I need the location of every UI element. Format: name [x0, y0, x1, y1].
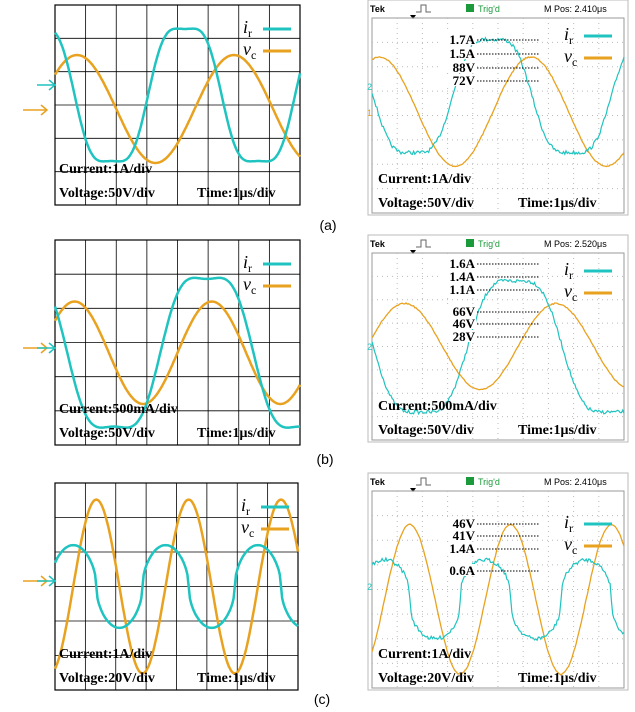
current-scale: Current:500mA/div: [59, 402, 178, 417]
time-scale: Time:1μs/div: [197, 671, 275, 686]
legend-subscript: c: [572, 290, 577, 304]
trigger-status: Trig'd: [478, 4, 500, 14]
channel-marker: 2: [367, 82, 372, 92]
legend-subscript: r: [248, 26, 252, 40]
time-scale: Time:1μs/div: [197, 186, 275, 201]
legend-subscript: r: [246, 504, 250, 518]
scope-brand: Tek: [370, 477, 386, 487]
scope-position: M Pos: 2.410μs: [544, 4, 607, 14]
teal-arrow: [37, 343, 55, 353]
legend-subscript: c: [572, 543, 577, 557]
voltage-scale: Voltage:20V/div: [378, 671, 474, 686]
time-scale: Time:1μs/div: [518, 423, 596, 438]
panel-label: (c): [314, 691, 330, 707]
legend-symbol: v: [241, 517, 249, 537]
reading-label: 28V: [453, 329, 476, 344]
legend-subscript: r: [569, 268, 573, 282]
scope-panel: TekTrig'dM Pos: 2.410μs246V41V1.4A0.6Air…: [367, 473, 628, 690]
current-scale: Current:1A/div: [59, 647, 152, 662]
legend-symbol: v: [243, 274, 251, 294]
legend-symbol: v: [564, 534, 572, 554]
trigger-status: Trig'd: [478, 477, 500, 487]
current-scale: Current:1A/div: [59, 162, 152, 177]
channel-marker: 2: [367, 342, 372, 352]
scope-position: M Pos: 2.410μs: [544, 477, 607, 487]
legend-subscript: r: [248, 261, 252, 275]
current-scale: Current:1A/div: [378, 647, 471, 662]
channel-marker: 1: [367, 108, 372, 118]
legend-subscript: c: [251, 283, 256, 297]
teal-arrow: [37, 80, 55, 90]
voltage-scale: Voltage:20V/div: [59, 671, 155, 686]
reading-label: 1.5A: [449, 46, 475, 61]
legend-symbol: v: [243, 39, 251, 59]
scope-brand: Tek: [370, 239, 386, 249]
legend-subscript: c: [572, 55, 577, 69]
time-scale: Time:1μs/div: [518, 196, 596, 211]
legend-subscript: c: [251, 48, 256, 62]
legend-symbol: v: [564, 46, 572, 66]
scope-brand: Tek: [370, 4, 386, 14]
panel-label: (a): [319, 217, 336, 233]
legend-subscript: r: [569, 33, 573, 47]
figure: irvcCurrent:1A/divVoltage:50V/divTime:1μ…: [0, 0, 635, 712]
legend-subscript: c: [249, 526, 254, 540]
orange-arrow: [23, 105, 47, 115]
voltage-scale: Voltage:50V/div: [378, 423, 474, 438]
reading-label: 1.7A: [449, 32, 475, 47]
voltage-scale: Voltage:50V/div: [59, 186, 155, 201]
reading-label: 72V: [453, 73, 476, 88]
reading-label: 1.1A: [449, 282, 475, 297]
current-scale: Current:1A/div: [378, 172, 471, 187]
current-scale: Current:500mA/div: [378, 399, 497, 414]
trigger-status: Trig'd: [478, 239, 500, 249]
voltage-scale: Voltage:50V/div: [378, 196, 474, 211]
legend-symbol: v: [564, 281, 572, 301]
legend-subscript: r: [569, 521, 573, 535]
trigger-badge: [466, 4, 474, 12]
trigger-badge: [466, 477, 474, 485]
reading-label: 1.4A: [449, 541, 475, 556]
time-scale: Time:1μs/div: [197, 426, 275, 441]
channel-marker: 2: [367, 582, 372, 592]
teal-arrow: [37, 576, 55, 586]
trigger-badge: [466, 239, 474, 247]
time-scale: Time:1μs/div: [518, 671, 596, 686]
voltage-scale: Voltage:50V/div: [59, 426, 155, 441]
panel-label: (b): [316, 451, 333, 467]
reading-label: 0.6A: [449, 563, 475, 578]
scope-position: M Pos: 2.520μs: [544, 239, 607, 249]
